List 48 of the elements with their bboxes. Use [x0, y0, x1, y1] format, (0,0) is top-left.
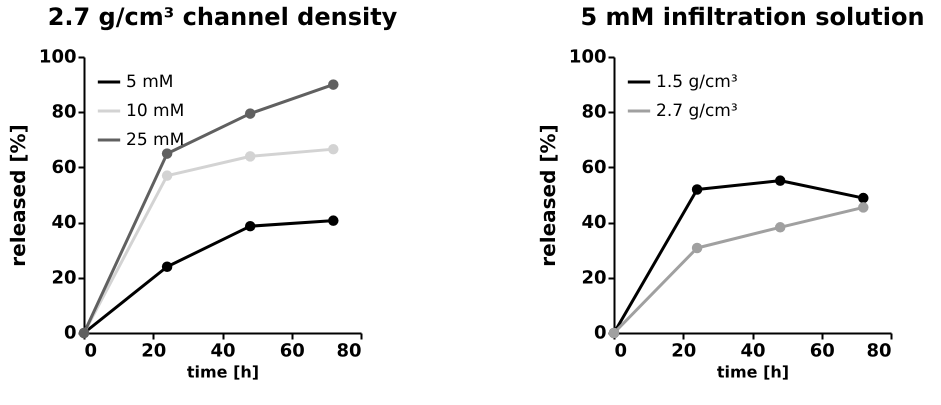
y-tick-label: 100 [568, 46, 606, 68]
chart-title: 2.7 g/cm³ channel density [48, 3, 398, 31]
y-tick-label: 40 [581, 212, 606, 234]
x-tick-label: 60 [810, 340, 835, 362]
x-tick-label: 40 [210, 340, 236, 362]
y-tick-label: 40 [51, 212, 76, 234]
y-tick-label: 80 [581, 102, 606, 123]
y-axis-title: released [%] [6, 124, 30, 267]
point [244, 220, 256, 232]
chart-title: 5 mM infiltration solution [580, 3, 925, 31]
x-tick-label: 0 [614, 340, 628, 362]
point [774, 175, 786, 186]
x-tick-label: 60 [280, 340, 305, 362]
point [328, 144, 339, 154]
legend-label: 2.7 g/cm³ [656, 101, 738, 121]
legend-label: 25 mM [126, 130, 184, 150]
y-tick-label: 0 [64, 322, 76, 344]
legend-label: 5 mM [126, 72, 174, 92]
legend-label: 1.5 g/cm³ [656, 72, 738, 92]
point [328, 215, 339, 226]
point [328, 79, 339, 90]
point [244, 151, 256, 162]
x-axis-title: time [h] [186, 362, 260, 382]
point [162, 170, 172, 181]
point [858, 202, 869, 213]
x-tick-label: 40 [740, 340, 766, 362]
y-tick-label: 20 [581, 267, 606, 288]
point [244, 108, 256, 119]
legend-label: 10 mM [126, 101, 184, 121]
x-tick-label: 20 [671, 340, 696, 362]
point [858, 192, 869, 204]
y-tick-label: 80 [51, 102, 76, 123]
x-tick-label: 20 [141, 340, 166, 362]
y-tick-label: 100 [38, 46, 76, 68]
x-tick-label: 80 [866, 340, 892, 362]
point [774, 222, 786, 233]
y-tick-label: 0 [594, 322, 606, 344]
y-tick-label: 20 [51, 267, 76, 288]
x-axis-title: time [h] [716, 362, 790, 382]
point [692, 184, 702, 195]
y-tick-label: 60 [51, 156, 76, 178]
x-tick-label: 80 [336, 340, 362, 362]
y-tick-label: 60 [581, 156, 606, 178]
x-tick-label: 0 [84, 340, 98, 362]
point [692, 242, 702, 254]
y-axis-title: released [%] [536, 124, 560, 267]
point [162, 148, 172, 159]
point [162, 262, 172, 272]
